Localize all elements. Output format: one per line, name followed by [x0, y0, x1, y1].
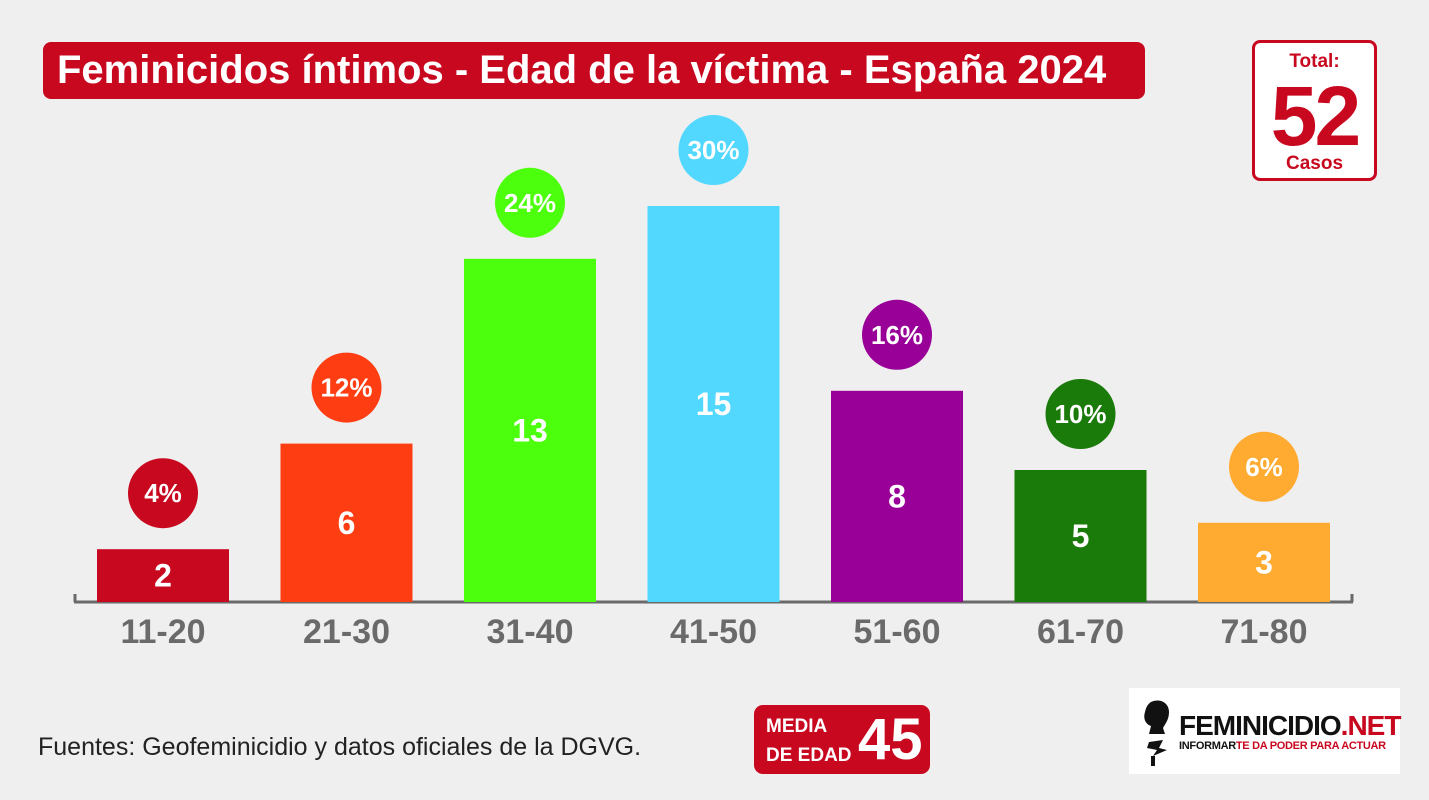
logo-tagline: INFORMARTE DA PODER PARA ACTUAR	[1179, 740, 1386, 752]
average-age-label-1: MEDIA	[766, 716, 828, 737]
bar-value-label: 3	[1255, 544, 1273, 580]
total-unit: Casos	[1285, 153, 1344, 174]
category-label: 41-50	[670, 613, 757, 651]
percent-label: 30%	[687, 135, 739, 165]
source-note: Fuentes: Geofeminicidio y datos oficiale…	[38, 733, 642, 761]
percent-badge	[311, 352, 382, 423]
bar-51-60	[831, 390, 963, 602]
bar-61-70	[1014, 470, 1147, 602]
percent-badge	[128, 458, 198, 529]
percent-label: 24%	[504, 188, 556, 218]
percent-badge	[495, 167, 565, 238]
category-label: 31-40	[487, 613, 574, 651]
percent-label: 10%	[1054, 399, 1106, 429]
bar-31-40	[464, 258, 596, 602]
percent-label: 16%	[871, 320, 923, 350]
bar-41-50	[647, 206, 780, 602]
total-label: Total:	[1289, 51, 1340, 72]
bar-value-label: 6	[338, 505, 356, 541]
percent-label: 12%	[320, 373, 372, 403]
bar-71-80	[1198, 522, 1330, 602]
feminicidio-logo: FEMINICIDIO.NET INFORMARTE DA PODER PARA…	[1129, 688, 1401, 774]
total-value: 52	[1270, 69, 1361, 163]
category-label: 11-20	[120, 613, 205, 651]
category-label: 71-80	[1221, 613, 1308, 651]
bar-chart: 24%11-20612%21-301324%31-401530%41-50816…	[73, 115, 1354, 651]
percent-badge	[678, 115, 749, 185]
percent-label: 6%	[1245, 452, 1283, 482]
category-label: 21-30	[303, 613, 390, 651]
woman-silhouette-icon	[1144, 700, 1169, 766]
percent-label: 4%	[144, 478, 182, 508]
total-badge: Total: 52 Casos	[1252, 40, 1377, 181]
bar-value-label: 8	[888, 478, 906, 514]
bar-11-20	[97, 549, 229, 602]
category-label: 51-60	[854, 613, 941, 651]
logo-name: FEMINICIDIO.NET	[1179, 710, 1401, 741]
bar-value-label: 2	[154, 558, 172, 594]
bar-value-label: 15	[696, 386, 732, 422]
bar-value-label: 5	[1072, 518, 1090, 554]
percent-badge	[862, 299, 932, 370]
average-age-badge: MEDIA DE EDAD 45	[754, 705, 930, 774]
average-age-value: 45	[858, 707, 923, 772]
percent-badge	[1045, 379, 1116, 449]
chart-title: Feminicidos íntimos - Edad de la víctima…	[43, 42, 1145, 99]
percent-badge	[1229, 431, 1299, 502]
bar-value-label: 13	[512, 412, 548, 448]
average-age-label-2: DE EDAD	[766, 745, 852, 766]
bar-21-30	[280, 443, 413, 602]
category-label: 61-70	[1037, 613, 1124, 651]
